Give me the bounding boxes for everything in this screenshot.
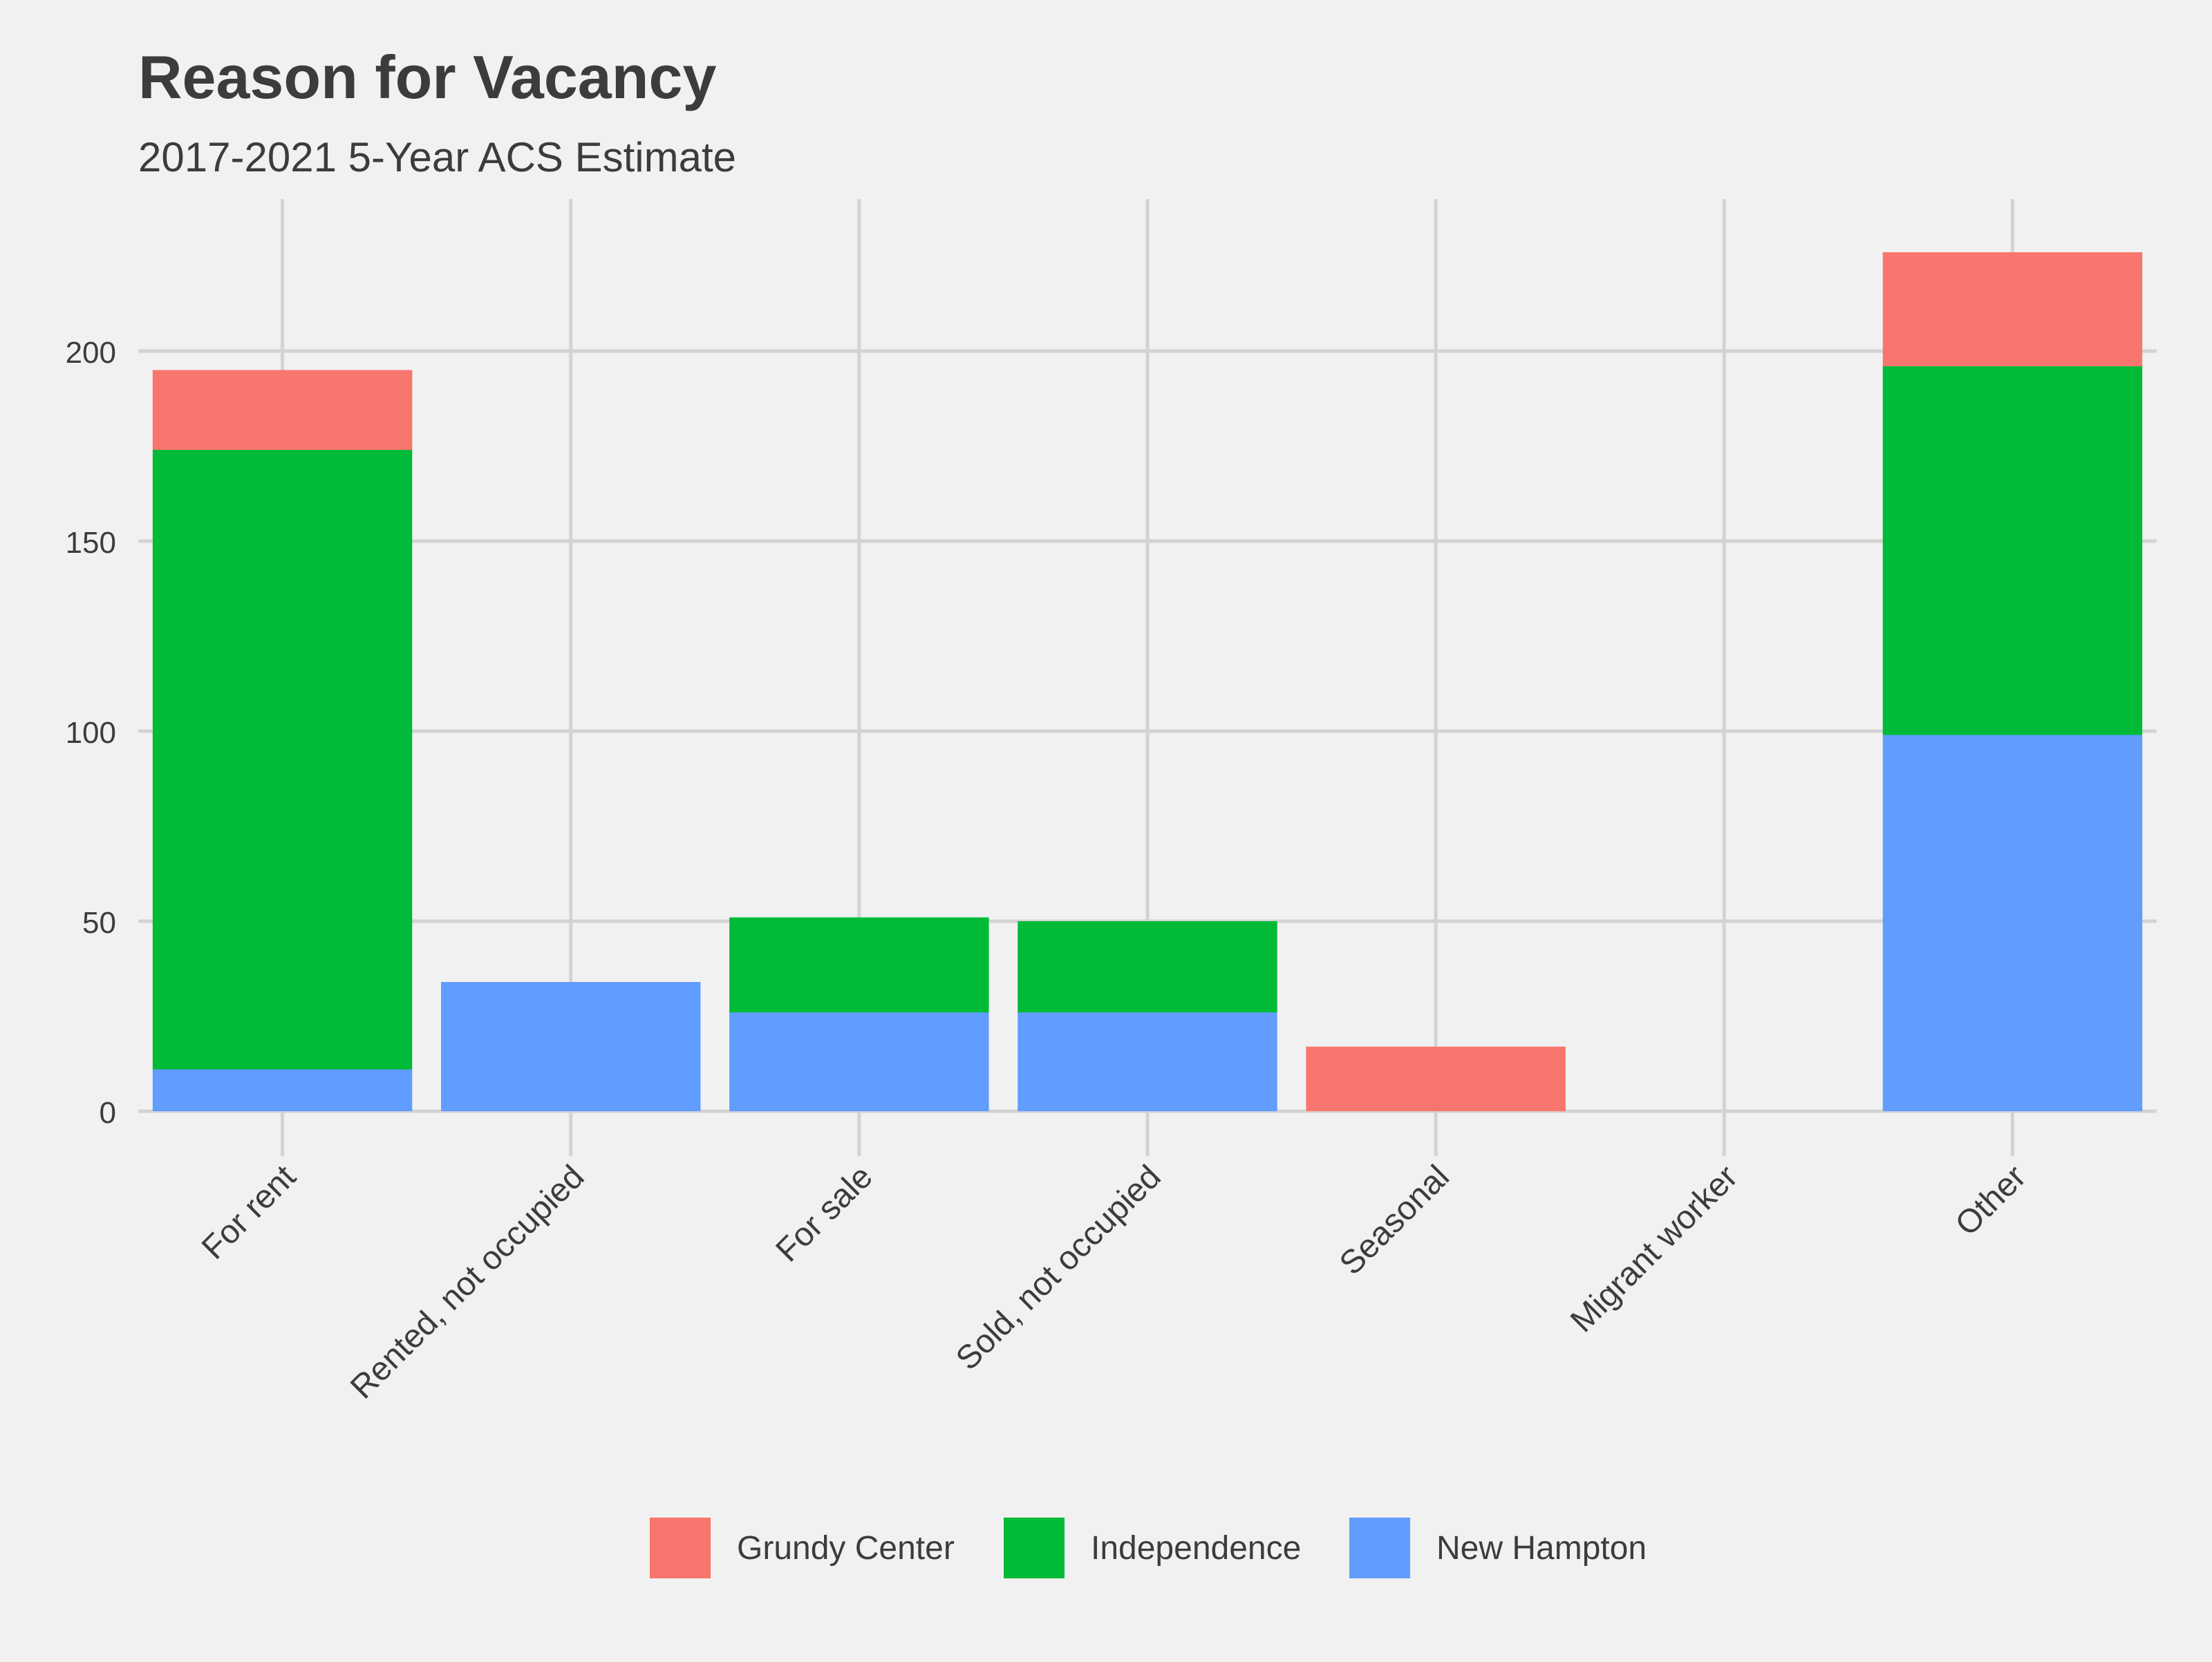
bars — [152, 252, 2143, 1111]
bar-new-hampton-0 — [152, 1069, 413, 1111]
bar-independence-3 — [1018, 921, 1277, 1012]
legend-key-grundy-center — [650, 1518, 711, 1578]
y-tick-label: 200 — [66, 336, 116, 370]
bar-new-hampton-1 — [441, 982, 701, 1111]
bar-grundy-center-6 — [1882, 252, 2143, 366]
bar-independence-2 — [729, 917, 989, 1012]
y-tick-label: 150 — [66, 526, 116, 560]
bar-new-hampton-6 — [1882, 735, 2143, 1111]
bar-new-hampton-2 — [729, 1012, 989, 1111]
legend-label: New Hampton — [1436, 1530, 1647, 1567]
y-tick-label: 100 — [66, 716, 116, 750]
y-tick-label: 50 — [82, 906, 116, 940]
legend-key-independence — [1004, 1518, 1065, 1578]
legend: Grundy Center Independence New Hampton — [650, 1518, 1647, 1578]
y-tick-label: 0 — [100, 1096, 116, 1130]
bar-grundy-center-4 — [1306, 1046, 1566, 1111]
legend-key-new-hampton — [1349, 1518, 1410, 1578]
bar-independence-6 — [1882, 366, 2143, 735]
bar-grundy-center-0 — [152, 370, 413, 450]
bar-independence-0 — [152, 450, 413, 1070]
chart-subtitle: 2017-2021 5-Year ACS Estimate — [138, 134, 736, 180]
legend-label: Independence — [1091, 1530, 1301, 1567]
legend-label: Grundy Center — [737, 1530, 955, 1567]
bar-new-hampton-3 — [1018, 1012, 1277, 1111]
chart-title: Reason for Vacancy — [138, 43, 716, 111]
